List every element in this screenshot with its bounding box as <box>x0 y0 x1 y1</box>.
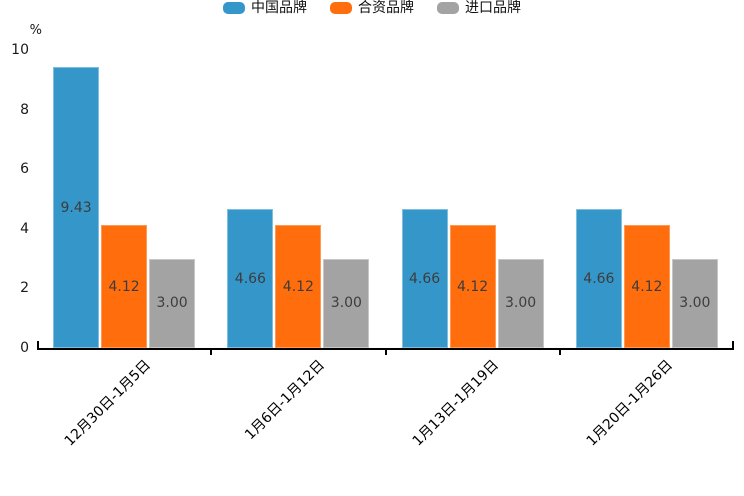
legend-label: 进口品牌 <box>465 0 521 16</box>
y-tick-label: 2 <box>20 280 29 297</box>
bar-value-label: 4.12 <box>457 278 489 295</box>
x-axis-end-cap <box>37 341 39 349</box>
bar-合资品牌-4 <box>623 225 670 348</box>
x-axis-label-anchor: 1月20日-1月26日 <box>363 355 676 449</box>
bar-value-label: 4.66 <box>234 270 266 287</box>
legend-item-3: 进口品牌 <box>437 0 521 16</box>
bar-进口品牌-2 <box>323 258 370 348</box>
legend-swatch-icon <box>437 2 459 14</box>
bar-value-label: 3.00 <box>330 295 362 312</box>
y-tick-label: 10 <box>11 42 29 58</box>
y-tick-label: 6 <box>20 161 29 178</box>
legend-item-1: 中国品牌 <box>223 0 307 16</box>
bar-value-label: 3.00 <box>679 295 711 312</box>
bar-中国品牌-1 <box>53 67 100 348</box>
bar-合资品牌-2 <box>275 225 322 348</box>
bar-value-label: 3.00 <box>156 295 188 312</box>
y-axis-unit-label: % <box>29 23 42 38</box>
bar-value-label: 4.12 <box>108 278 140 295</box>
bar-value-label: 4.12 <box>631 278 663 295</box>
x-axis-end-cap <box>732 341 734 349</box>
legend-label: 中国品牌 <box>251 0 307 16</box>
x-axis-tick <box>384 350 387 355</box>
y-tick-label: 4 <box>20 220 29 237</box>
bar-中国品牌-3 <box>401 209 448 348</box>
bar-进口品牌-3 <box>497 258 544 348</box>
y-tick-label: 8 <box>20 101 29 118</box>
x-axis-line <box>37 348 734 350</box>
y-tick-label: 0 <box>20 340 29 356</box>
x-axis-category-label: 1月20日-1月26日 <box>584 357 677 450</box>
legend: 中国品牌 合资品牌 进口品牌 <box>0 0 744 16</box>
bar-中国品牌-2 <box>227 209 274 348</box>
bar-合资品牌-1 <box>101 225 148 348</box>
legend-label: 合资品牌 <box>358 0 414 16</box>
bar-合资品牌-3 <box>449 225 496 348</box>
legend-swatch-icon <box>330 2 352 14</box>
bar-value-label: 9.43 <box>60 199 92 216</box>
bar-进口品牌-4 <box>671 258 718 348</box>
bar-value-label: 4.66 <box>583 270 615 287</box>
legend-item-2: 合资品牌 <box>330 0 414 16</box>
x-axis-tick <box>558 350 561 355</box>
x-axis-tick <box>210 350 213 355</box>
bar-进口品牌-1 <box>149 258 196 348</box>
bar-中国品牌-4 <box>575 209 622 348</box>
legend-swatch-icon <box>223 2 245 14</box>
bar-value-label: 3.00 <box>505 295 537 312</box>
bar-value-label: 4.66 <box>409 270 441 287</box>
bar-value-label: 4.12 <box>282 278 314 295</box>
